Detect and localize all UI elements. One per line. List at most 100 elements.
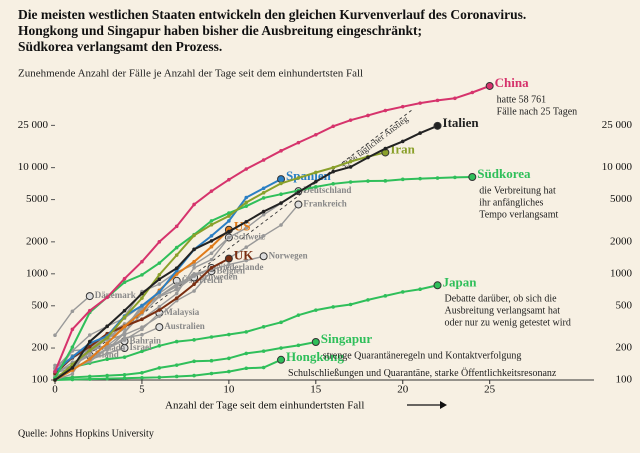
y-tick-label-right: 10 000 [602,161,633,173]
point [192,359,196,364]
point [70,309,75,314]
point [400,104,405,109]
point [70,372,75,376]
point [174,296,179,300]
point [105,324,109,329]
series-label: Singapur [321,331,373,346]
title-line: Die meisten westlichen Staaten entwickel… [18,7,526,22]
point [122,330,127,335]
point [174,282,179,286]
y-tick-label-right: 5000 [610,193,633,205]
point [87,377,92,381]
point [279,181,283,186]
series-note: ihr anfängliches [479,197,543,208]
point [209,239,214,243]
point [400,290,405,294]
point [209,222,214,227]
series-label: Österreich [182,275,223,285]
point [209,244,214,249]
point [174,363,179,367]
point [174,266,179,270]
point [418,287,422,292]
point [279,149,283,153]
x-tick-label: 25 [484,384,496,396]
point [331,182,335,186]
point [87,339,92,344]
end-marker [259,252,268,261]
point [105,348,109,352]
x-tick-label: 10 [223,384,235,396]
point [418,131,422,135]
point [314,179,318,184]
subtitle: Zunehmende Anzahl der Fälle je Anzahl de… [18,68,363,80]
point [87,308,92,313]
end-marker [224,254,233,263]
point [331,165,335,170]
point [435,98,440,103]
point [470,90,475,95]
point [418,176,422,181]
point [348,302,353,307]
y-tick-label-right: 100 [616,374,633,386]
point [296,313,301,317]
point [279,346,283,350]
point [227,211,231,215]
point [157,343,162,348]
series-label: Israel [130,342,152,352]
series-note: hatte 58 761 [497,94,546,105]
point [70,327,75,332]
point [209,265,214,270]
series-note: die Verbreitung hat [479,185,556,196]
series-label: Frankreich [303,199,346,209]
series-label: Deutschland [303,185,351,195]
point [122,376,127,380]
point [87,344,92,349]
series-line [54,358,282,381]
point [87,359,92,364]
point [314,185,318,189]
point [261,209,266,214]
point [348,118,353,122]
point [296,343,301,348]
point [140,303,144,308]
point [157,277,162,281]
point [244,330,249,334]
point [192,338,196,342]
point [174,291,179,296]
point [244,195,249,200]
y-tick-label: 1000 [26,267,49,279]
point [209,234,214,238]
point [70,355,75,359]
point [157,272,162,277]
end-marker [155,323,164,332]
point [87,374,92,379]
point [400,177,405,182]
point [261,158,266,162]
point [227,177,231,182]
point [192,274,196,278]
point [296,140,301,145]
point [348,165,353,169]
point [105,341,109,346]
point [244,167,249,171]
point [418,101,422,105]
point [261,234,266,238]
series-note: Ausbreitung verlangsamt hat [445,306,561,317]
point [87,333,92,337]
series-label: Bahrain [130,335,162,345]
y-tick-label-right: 500 [616,299,633,311]
point [209,358,214,363]
point [140,332,144,337]
x-tick-label: 15 [310,384,322,396]
point [122,372,127,377]
series-label: China [495,75,529,90]
point [348,180,353,184]
y-tick-label-right: 200 [616,342,633,354]
y-tick-label: 25 000 [18,119,49,131]
point [227,219,231,223]
point [435,176,440,180]
series-label: Norwegen [269,250,308,260]
point [279,201,283,205]
point [87,348,92,353]
